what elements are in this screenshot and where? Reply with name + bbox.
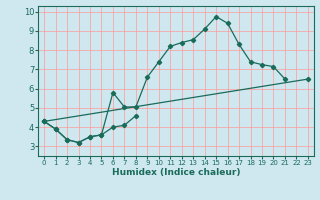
X-axis label: Humidex (Indice chaleur): Humidex (Indice chaleur) [112, 168, 240, 177]
